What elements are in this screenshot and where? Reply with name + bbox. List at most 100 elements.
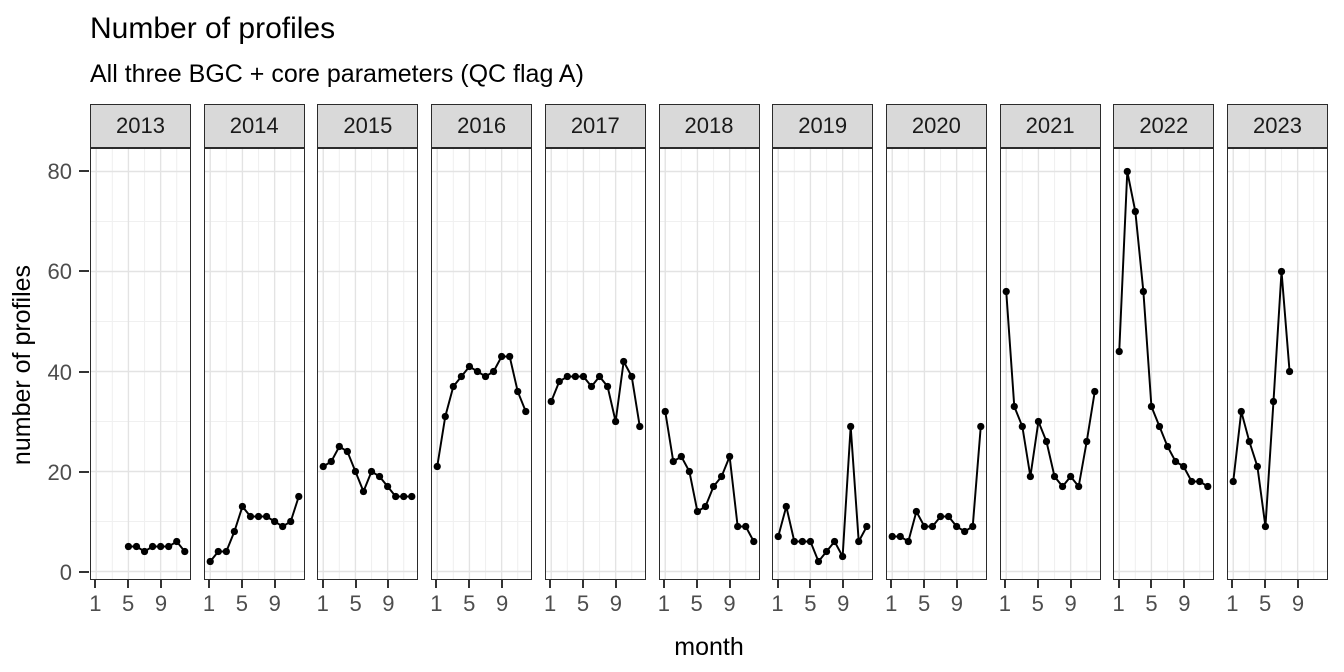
x-tick-mark (581, 580, 584, 588)
facet-plot-2015 (318, 149, 418, 579)
data-point-2017-m10 (619, 357, 628, 366)
facet-panel-2013 (90, 148, 191, 580)
x-tick-mark (160, 580, 163, 588)
data-point-2020-m8 (944, 512, 953, 521)
data-point-2021-m7 (1050, 472, 1058, 481)
facet-plot-2016 (432, 149, 532, 579)
x-tick-label: 5 (122, 591, 135, 616)
data-point-2015-m11 (400, 492, 408, 501)
x-tick-label: 5 (1259, 591, 1272, 616)
data-point-2019-m1 (774, 532, 783, 541)
x-tick-label: 1 (885, 591, 898, 616)
data-point-2023-m7 (1277, 267, 1286, 276)
data-line-2022 (1118, 171, 1209, 488)
x-tick-mark (614, 580, 617, 588)
facet-plot-2018 (659, 149, 759, 579)
data-point-2014-m11 (286, 517, 295, 526)
x-tick-label: 5 (463, 591, 476, 616)
x-tick-mark (208, 580, 211, 588)
x-tick-label: 5 (804, 591, 817, 616)
data-point-2020-m9 (952, 522, 961, 531)
facet-plot-2020 (886, 149, 986, 579)
data-point-2023-m2 (1237, 407, 1245, 416)
data-point-2015-m4 (344, 447, 352, 456)
data-point-2022-m1 (1115, 347, 1124, 356)
y-tick-mark (79, 169, 89, 172)
facet-strip-2016: 2016 (431, 104, 533, 148)
data-point-2018-m11 (741, 522, 749, 531)
x-tick-label: 9 (1178, 591, 1191, 616)
x-tick-mark (387, 580, 390, 588)
x-tick-label: 5 (917, 591, 931, 616)
data-line-2016 (436, 355, 527, 467)
data-point-2019-m5 (806, 537, 815, 546)
data-point-2018-m8 (717, 472, 725, 481)
data-point-2018-m3 (677, 452, 685, 461)
x-tick-label: 1 (1112, 591, 1125, 616)
x-tick-label: 9 (837, 591, 850, 616)
data-point-2017-m4 (571, 372, 579, 381)
data-point-2015-m6 (360, 487, 368, 496)
x-tick-mark (923, 580, 926, 588)
data-point-2017-m5 (579, 372, 587, 381)
x-tick-label: 1 (202, 591, 216, 616)
x-tick-label: 9 (382, 591, 395, 616)
x-tick-label: 5 (690, 591, 703, 616)
data-point-2023-m6 (1269, 397, 1278, 406)
x-tick-mark (127, 580, 130, 588)
data-point-2014-m1 (206, 557, 214, 566)
data-point-2019-m10 (847, 422, 855, 431)
x-tick-label: 1 (316, 591, 329, 616)
facet-panel-2016 (431, 148, 533, 580)
facet-panel-2019 (772, 148, 874, 580)
data-point-2017-m6 (587, 382, 595, 391)
facet-panel-2020 (885, 148, 987, 580)
data-point-2014-m9 (270, 517, 278, 526)
x-tick-mark (955, 580, 958, 588)
data-point-2019-m3 (790, 537, 799, 546)
data-point-2019-m7 (823, 547, 831, 556)
data-point-2021-m12 (1090, 387, 1098, 396)
x-tick-label: 9 (609, 591, 622, 616)
data-point-2020-m10 (960, 527, 969, 536)
data-point-2021-m4 (1026, 472, 1034, 481)
data-point-2015-m2 (328, 457, 336, 466)
data-point-2013-m12 (181, 547, 189, 556)
data-point-2022-m10 (1188, 477, 1196, 486)
data-point-2018-m10 (733, 522, 741, 531)
data-point-2014-m4 (230, 527, 238, 536)
facet-plot-2022 (1114, 149, 1214, 579)
data-point-2022-m8 (1172, 457, 1180, 466)
x-tick-mark (890, 580, 893, 588)
facet-strip-2023: 2023 (1227, 104, 1328, 148)
data-point-2021-m1 (1002, 287, 1010, 296)
x-tick-mark (273, 580, 276, 588)
data-point-2019-m11 (855, 537, 863, 546)
x-tick-mark (321, 580, 324, 588)
x-tick-mark (842, 580, 845, 588)
x-tick-label: 9 (723, 591, 736, 616)
data-point-2015-m9 (384, 482, 392, 491)
data-point-2014-m10 (278, 522, 286, 531)
data-point-2017-m3 (563, 372, 571, 381)
x-tick-label: 5 (349, 591, 362, 616)
data-point-2014-m6 (246, 512, 254, 521)
data-point-2013-m8 (148, 542, 157, 551)
data-point-2015-m12 (408, 492, 416, 501)
data-point-2023-m3 (1245, 437, 1253, 446)
data-point-2016-m8 (490, 367, 498, 376)
x-tick-mark (240, 580, 243, 588)
facet-strip-2021: 2021 (999, 104, 1101, 148)
data-point-2021-m6 (1042, 437, 1050, 446)
data-point-2013-m10 (165, 542, 173, 551)
data-point-2018-m6 (701, 502, 709, 511)
x-tick-label: 9 (496, 591, 509, 616)
data-point-2022-m9 (1180, 462, 1188, 471)
data-point-2017-m7 (595, 372, 603, 381)
data-point-2017-m1 (547, 397, 555, 406)
x-tick-mark (1117, 580, 1120, 588)
data-point-2018-m9 (725, 452, 733, 461)
data-line-2021 (1004, 291, 1096, 489)
x-tick-label: 5 (235, 591, 248, 616)
data-point-2016-m2 (441, 412, 450, 421)
